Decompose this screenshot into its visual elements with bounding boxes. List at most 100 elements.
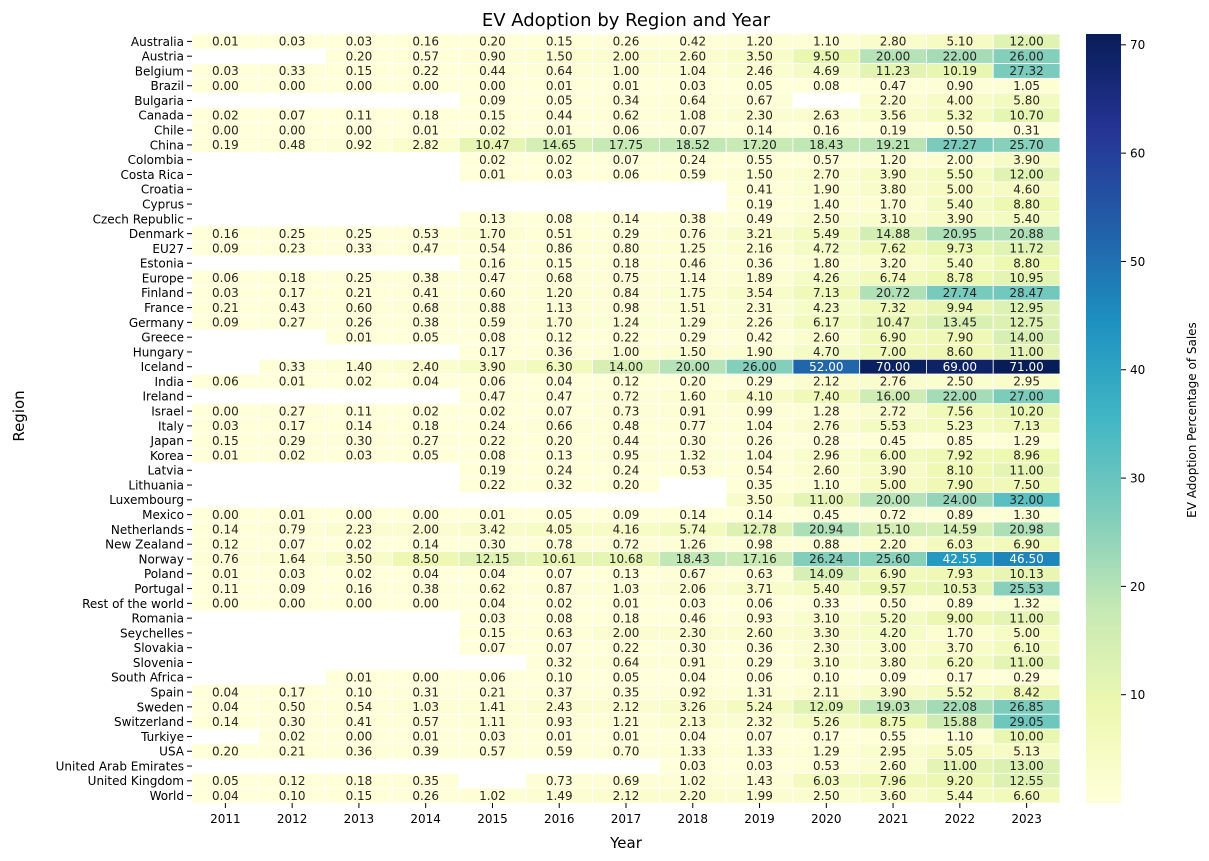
colorbar-tick-label: 30 [1130,471,1145,485]
cell-value-label: 0.10 [813,670,840,684]
cell-value-label: 0.29 [279,434,306,448]
cell-value-label: 6.74 [880,271,907,285]
region-label: Finland [141,286,184,300]
cell-value-label: 0.17 [946,670,973,684]
cell-value-label: 0.43 [279,301,306,315]
colorbar-tick-label: 50 [1130,255,1145,269]
cell-value-label: 0.15 [479,626,506,640]
cell-value-label: 1.24 [613,316,640,330]
cell-value-label: 0.18 [613,611,640,625]
chart-title: EV Adoption by Region and Year [482,10,771,31]
cell-value-label: 4.72 [813,242,840,256]
cell-value-label: 0.01 [346,670,373,684]
cell-value-label: 0.01 [613,730,640,744]
cell-value-label: 0.85 [946,434,973,448]
cell-value-label: 0.01 [546,79,573,93]
cell-value-label: 0.45 [880,434,907,448]
cell-value-label: 2.50 [813,212,840,226]
cell-value-label: 0.20 [546,434,573,448]
cell-value-label: 0.55 [880,730,907,744]
cell-value-label: 0.19 [880,123,907,137]
region-label: Iceland [141,360,184,374]
cell-value-label: 5.00 [1013,626,1040,640]
cell-value-label: 27.00 [1009,390,1043,404]
cell-value-label: 0.02 [546,597,573,611]
cell-value-label: 1.11 [479,715,506,729]
cell-value-label: 0.08 [479,330,506,344]
cell-value-label: 25.70 [1009,138,1043,152]
cell-value-label: 0.01 [613,79,640,93]
cell-value-label: 0.00 [212,123,239,137]
region-label: Europe [142,271,184,285]
year-label: 2019 [744,812,775,826]
cell-value-label: 1.43 [746,774,773,788]
cell-value-label: 0.62 [479,582,506,596]
cell-value-label: 7.62 [880,242,907,256]
cell-value-label: 7.90 [946,330,973,344]
cell-value-label: 0.47 [479,390,506,404]
cell-value-label: 0.17 [813,730,840,744]
cell-value-label: 0.02 [479,404,506,418]
cell-value-label: 0.01 [212,567,239,581]
cell-value-label: 6.03 [946,537,973,551]
cell-value-label: 0.08 [813,79,840,93]
cell-value-label: 25.53 [1009,582,1043,596]
cell-value-label: 0.29 [746,375,773,389]
cell-value-label: 7.92 [946,449,973,463]
cell-value-label: 28.47 [1009,286,1043,300]
cell-value-label: 0.00 [412,79,439,93]
cell-value-label: 0.04 [212,700,239,714]
cell-value-label: 3.42 [479,523,506,537]
region-label: Estonia [140,257,184,271]
cell-value-label: 0.63 [546,626,573,640]
cell-value-label: 1.50 [546,49,573,63]
cell-value-label: 0.57 [813,153,840,167]
cell-value-label: 2.30 [679,626,706,640]
cell-value-label: 13.45 [943,316,977,330]
cell-value-label: 5.40 [1013,212,1040,226]
cell-value-label: 0.33 [346,242,373,256]
cell-value-label: 0.47 [479,271,506,285]
cell-value-label: 5.00 [946,182,973,196]
cell-value-label: 0.44 [479,64,506,78]
cell-value-label: 11.00 [943,759,977,773]
cell-value-label: 0.05 [746,79,773,93]
cell-value-label: 0.14 [346,419,373,433]
cell-value-label: 0.73 [613,404,640,418]
cell-value-label: 0.47 [412,242,439,256]
cell-value-label: 0.26 [346,316,373,330]
cell-value-label: 0.99 [746,404,773,418]
cell-value-label: 2.60 [746,626,773,640]
cell-value-label: 10.47 [475,138,509,152]
region-label: EU27 [152,242,184,256]
cell-value-label: 0.91 [679,404,706,418]
cell-value-label: 3.20 [880,256,907,270]
cell-value-label: 0.15 [212,434,239,448]
cell-value-label: 5.24 [746,700,773,714]
cell-value-label: 3.70 [946,641,973,655]
cell-value-label: 0.29 [1013,670,1040,684]
cell-value-label: 9.57 [880,582,907,596]
cell-value-label: 2.00 [946,153,973,167]
cell-value-label: 18.43 [809,138,843,152]
cell-value-label: 9.50 [813,49,840,63]
cell-value-label: 0.00 [412,670,439,684]
cell-value-label: 10.13 [1009,567,1043,581]
cell-value-label: 10.00 [1009,730,1043,744]
cell-value-label: 0.59 [679,168,706,182]
cell-value-label: 5.49 [813,227,840,241]
cell-value-label: 3.10 [880,212,907,226]
cell-value-label: 0.16 [813,123,840,137]
cell-value-label: 0.77 [679,419,706,433]
cell-value-label: 0.50 [279,700,306,714]
cell-value-label: 6.03 [813,774,840,788]
cell-value-label: 1.00 [613,64,640,78]
cell-value-label: 15.10 [876,523,910,537]
cell-value-label: 0.01 [479,508,506,522]
cell-value-label: 4.00 [946,94,973,108]
cell-value-label: 0.03 [212,286,239,300]
cell-value-label: 0.07 [746,730,773,744]
cell-value-label: 0.03 [479,611,506,625]
cell-value-label: 0.30 [679,434,706,448]
region-label: Slovakia [134,641,184,655]
